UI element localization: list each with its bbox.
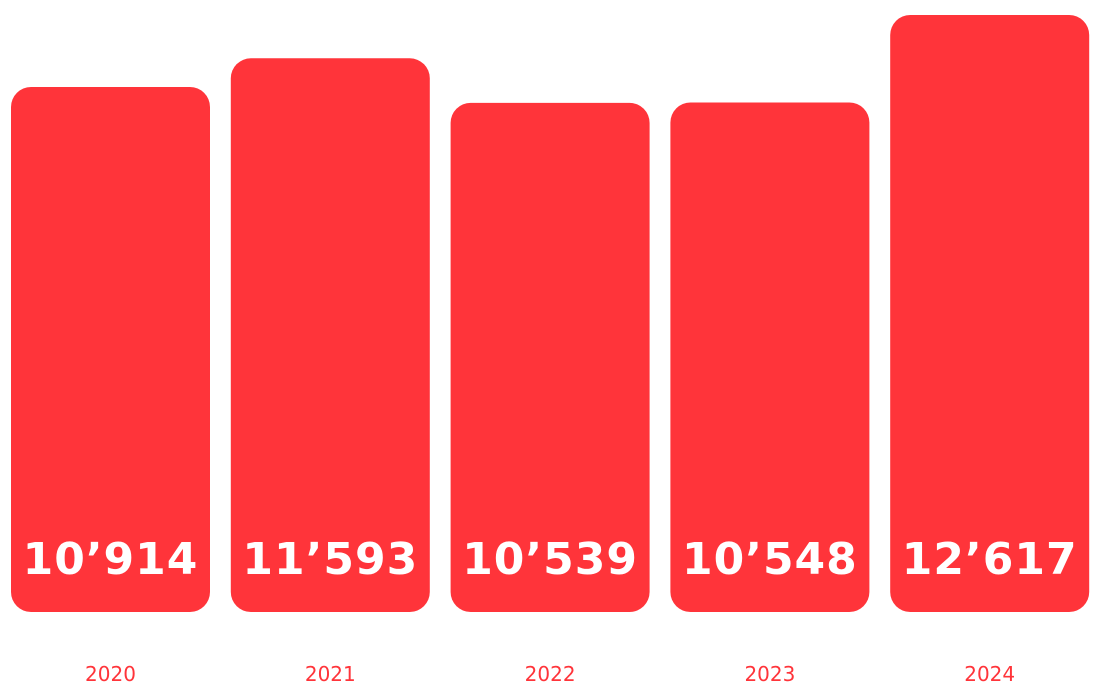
x-tick-label-2023: 2023	[744, 662, 795, 684]
x-tick-label-2024: 2024	[964, 662, 1015, 684]
x-tick-label-2021: 2021	[305, 662, 356, 684]
bar-value-label-2022: 10’539	[462, 534, 638, 585]
bar-2020	[11, 87, 210, 612]
x-tick-label-2022: 2022	[525, 662, 576, 684]
value-labels-group: 10’914 11’593 10’539 10’548 12’617	[23, 534, 1078, 585]
x-tick-label-2020: 2020	[85, 662, 136, 684]
bar-value-label-2021: 11’593	[242, 534, 418, 585]
bar-value-label-2020: 10’914	[23, 534, 199, 585]
bar-value-label-2023: 10’548	[682, 534, 858, 585]
x-axis-tick-labels: 2020 2021 2022 2023 2024	[85, 662, 1015, 684]
bar-2021	[230, 58, 430, 613]
bar-2022	[450, 102, 650, 613]
bar-2024	[890, 15, 1090, 612]
bar-value-label-2024: 12’617	[902, 534, 1078, 585]
bars-group	[11, 15, 1090, 613]
bar-2023	[670, 102, 870, 612]
